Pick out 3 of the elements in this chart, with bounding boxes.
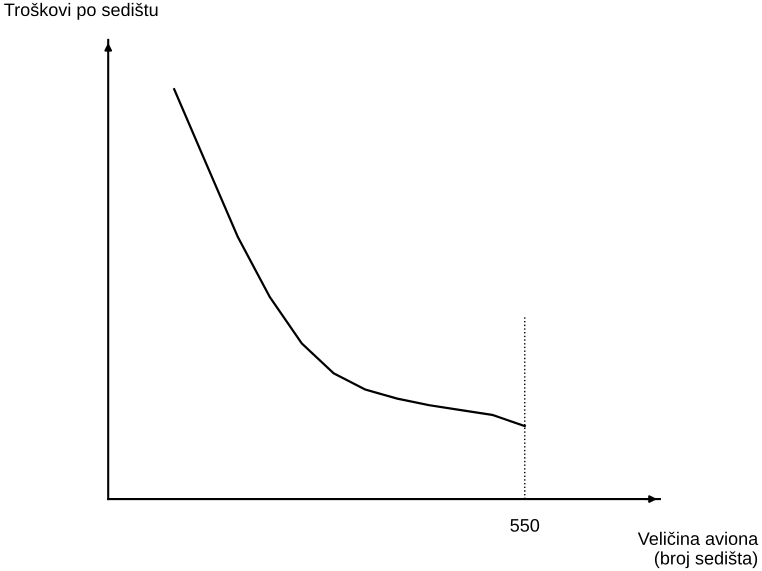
text: 550 xyxy=(510,518,540,532)
text: Veličina aviona (broj sedišta) xyxy=(638,532,758,568)
y-axis-title: Troškovi po sedištu xyxy=(4,2,158,20)
